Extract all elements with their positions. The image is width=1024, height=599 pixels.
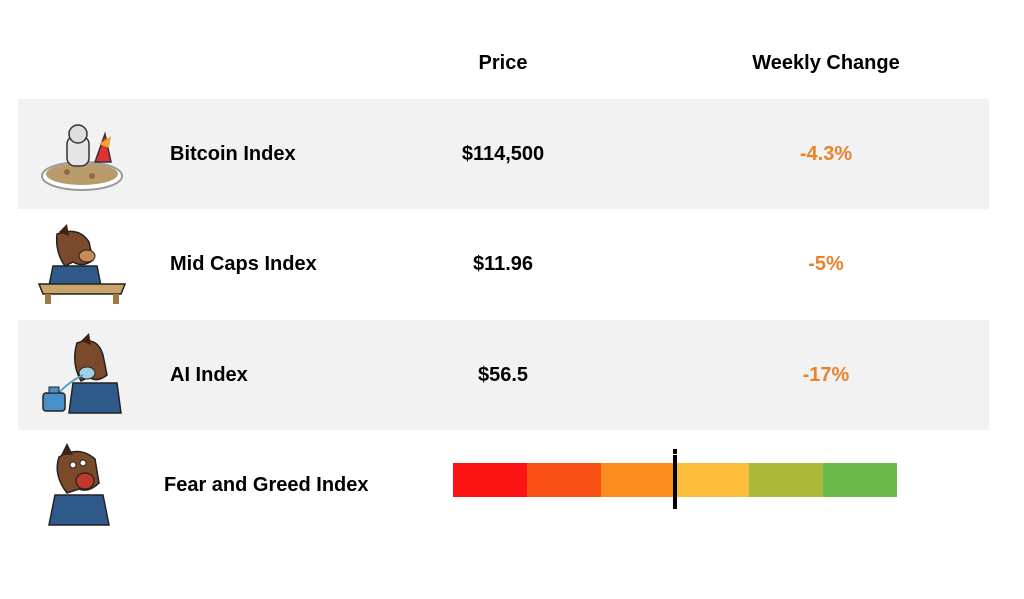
- horse-oxygen-icon: [32, 320, 132, 430]
- row-weekly-change: -5%: [808, 252, 844, 275]
- row-weekly-change: -17%: [802, 363, 850, 386]
- row-weekly-change: -4.3%: [799, 142, 853, 165]
- gauge-segment: [453, 463, 527, 497]
- gauge-segment: [527, 463, 601, 497]
- gauge-segment: [675, 463, 749, 497]
- table-row: Mid Caps Index $11.96 -5%: [18, 209, 989, 319]
- fear-greed-row: Fear and Greed Index: [18, 430, 989, 540]
- row-price: $11.96: [472, 252, 534, 275]
- fear-greed-gauge: [453, 449, 897, 509]
- table-row: AI Index $56.5 -17%: [18, 320, 989, 430]
- row-name: Bitcoin Index: [170, 142, 296, 165]
- fear-greed-label: Fear and Greed Index: [164, 473, 369, 496]
- row-name: AI Index: [170, 363, 248, 386]
- table-row: Bitcoin Index $114,500 -4.3%: [18, 99, 989, 209]
- fear-greed-needle: [673, 449, 677, 509]
- rocket-moon-icon: [32, 99, 132, 209]
- price-column-header: Price: [478, 52, 528, 74]
- horse-thinking-icon: [32, 209, 132, 319]
- weekly-change-column-header: Weekly Change: [752, 52, 900, 74]
- gauge-segment: [823, 463, 897, 497]
- horse-screaming-icon: [32, 430, 132, 540]
- gauge-segment: [601, 463, 675, 497]
- row-price: $56.5: [477, 363, 529, 386]
- row-name: Mid Caps Index: [170, 252, 317, 275]
- gauge-segment: [749, 463, 823, 497]
- row-price: $114,500: [461, 142, 545, 165]
